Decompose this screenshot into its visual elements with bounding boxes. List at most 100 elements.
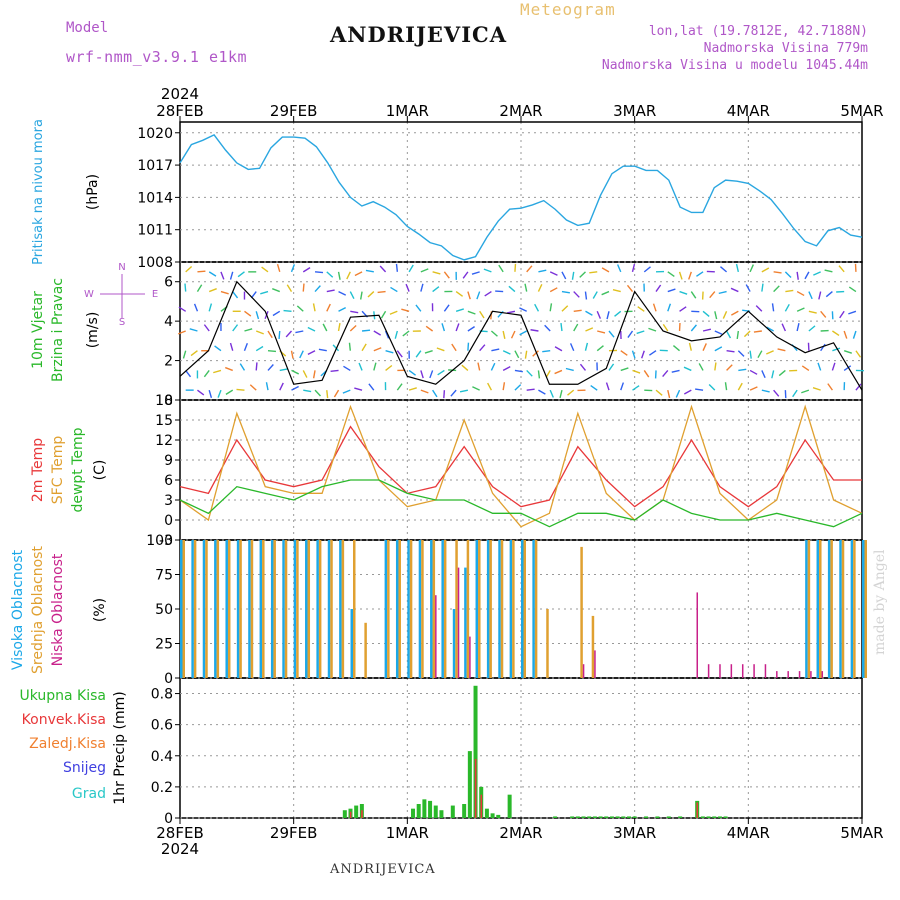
wind-arrow xyxy=(476,291,481,300)
cloud-bar-1 xyxy=(489,540,492,678)
wind-arrow xyxy=(601,290,610,296)
wind-arrow xyxy=(722,311,728,319)
wind-arrow xyxy=(342,389,351,394)
cloud-bar-1 xyxy=(830,540,833,678)
wind-arrow xyxy=(432,286,440,293)
wind-arrow xyxy=(671,369,680,373)
wind-arrow xyxy=(831,362,836,371)
cloud-bar-1 xyxy=(250,540,254,678)
cloud-bar-0 xyxy=(407,540,410,678)
cloud-bar-0 xyxy=(350,609,353,678)
cloud-bar-2 xyxy=(696,592,698,678)
wind-arrow xyxy=(801,365,810,372)
wind-arrow xyxy=(299,350,304,359)
pressure-tick-label: 1017 xyxy=(137,158,173,174)
wind-arrow xyxy=(272,310,281,317)
cloud-bar-1 xyxy=(239,540,242,678)
wind-arrow xyxy=(749,264,754,273)
precip-bar-1 xyxy=(361,810,363,818)
wind-arrow xyxy=(197,270,206,273)
wind-arrow xyxy=(731,310,739,316)
wind-arrow xyxy=(491,348,500,352)
lonlat-label: lon,lat (19.7812E, 42.7188N) xyxy=(648,24,868,39)
cloud-bar-1 xyxy=(296,540,299,678)
wind-arrow xyxy=(303,389,312,393)
wind-arrow xyxy=(312,303,316,312)
wind-arrow xyxy=(367,291,375,298)
wind-arrow xyxy=(389,310,398,315)
cloud-bar-0 xyxy=(827,540,831,678)
wind-arrow xyxy=(185,265,193,273)
cloud-bar-2 xyxy=(764,664,767,678)
wind-arrow xyxy=(737,382,743,391)
wind-arrow xyxy=(561,305,569,312)
wind-arrow xyxy=(290,350,294,359)
cloud-bar-1 xyxy=(807,540,811,678)
wind-arrow xyxy=(824,269,833,273)
wind-arrow xyxy=(725,330,732,339)
cloud-bar-1 xyxy=(341,540,345,678)
wind-arrow xyxy=(424,350,433,354)
wind-arrow xyxy=(688,342,692,351)
wind-arrow xyxy=(462,271,469,279)
wind-arrow xyxy=(267,364,274,371)
wind-arrow xyxy=(276,263,281,273)
precip-bar-0 xyxy=(484,808,489,818)
wind-arrow xyxy=(796,323,800,332)
wind-arrow xyxy=(326,289,335,293)
cloud-bar-2 xyxy=(753,664,755,678)
wind-arrow xyxy=(279,382,284,391)
wind-arrow xyxy=(483,268,492,273)
wind-arrow xyxy=(573,323,579,332)
precip-bar-0 xyxy=(723,816,728,818)
wind-arrow xyxy=(743,330,751,338)
wind-arrow xyxy=(244,310,252,317)
wind-arrow xyxy=(675,389,681,398)
wind-arrow xyxy=(662,323,669,332)
cloud-bar-0 xyxy=(180,540,183,678)
wind-arrow xyxy=(224,366,233,372)
precip-bar-0 xyxy=(575,816,580,818)
wind-arrow xyxy=(679,306,687,312)
wind-arrow xyxy=(208,288,217,293)
wind-arrow xyxy=(561,271,567,280)
top-time-label: 28FEB xyxy=(156,102,203,120)
cloud-bar-2 xyxy=(594,650,596,678)
wind-arrow xyxy=(667,271,675,278)
cloud-bar-2 xyxy=(582,664,585,678)
wind-arrow xyxy=(322,323,328,332)
wind-arrow xyxy=(755,305,763,312)
wind-arrow xyxy=(432,271,441,275)
cloud-bar-1 xyxy=(227,540,231,678)
cloud-bar-1 xyxy=(398,540,401,678)
wind-arrow xyxy=(208,303,213,312)
precip-bar-0 xyxy=(609,816,614,818)
wind-arrow xyxy=(825,291,833,298)
precip-bar-0 xyxy=(416,804,421,818)
wind-arrow xyxy=(443,271,450,279)
wind-arrow xyxy=(852,330,857,339)
precip-bar-0 xyxy=(632,816,637,818)
wind-arrow xyxy=(855,383,862,391)
wind-arrow xyxy=(549,389,554,398)
wind-arrow xyxy=(567,389,575,396)
temp-tick-label: 12 xyxy=(155,433,173,449)
temp-tick-label: 3 xyxy=(164,493,173,509)
wind-arrow xyxy=(203,370,210,378)
precip-bar-0 xyxy=(700,816,705,818)
wind-arrow xyxy=(549,287,558,293)
cloud-bar-0 xyxy=(475,540,479,678)
cloud-bar-0 xyxy=(452,609,456,678)
wind-arrow xyxy=(302,370,308,378)
wind-arrow xyxy=(203,324,210,332)
wind-arrow xyxy=(514,384,522,391)
cloud-bar-1 xyxy=(534,540,538,678)
wind-arrow xyxy=(408,387,417,391)
wind-arrow xyxy=(749,350,752,359)
pressure-tick-label: 1008 xyxy=(137,255,173,271)
cloud-bar-0 xyxy=(236,540,240,678)
top-time-label: 3MAR xyxy=(613,102,656,120)
wind-arrow xyxy=(498,264,504,273)
wind-arrow xyxy=(196,284,203,292)
wind-arrow xyxy=(307,350,316,355)
